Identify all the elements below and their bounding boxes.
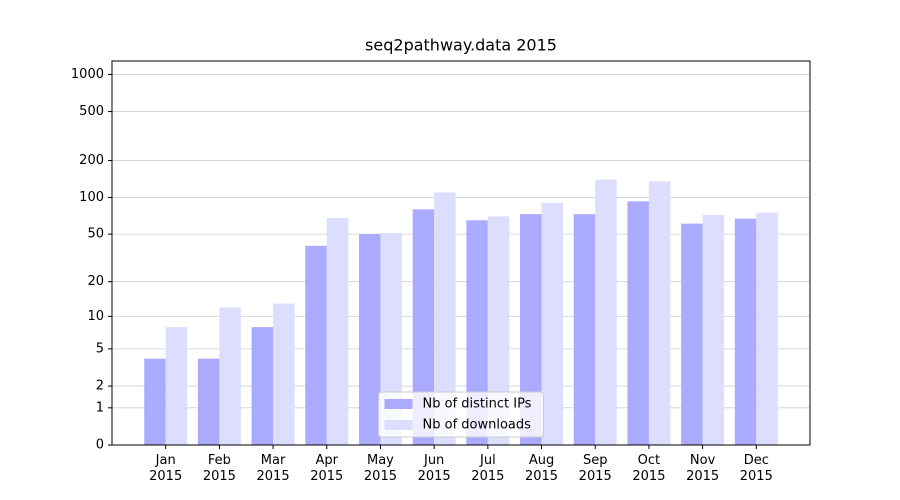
x-tick-label: Sep 2015 [578, 453, 612, 484]
legend: Nb of distinct IPs Nb of downloads [378, 391, 544, 438]
bar [273, 303, 295, 445]
x-tick-label: Oct 2015 [632, 453, 666, 484]
x-tick-label: Nov 2015 [686, 453, 720, 484]
x-tick-label: Aug 2015 [524, 453, 559, 484]
bar [144, 358, 166, 445]
bar [466, 220, 488, 445]
bar [165, 327, 188, 445]
bar [487, 216, 510, 445]
bar [595, 179, 617, 445]
bar [541, 203, 564, 445]
x-tick-label: Jan 2015 [149, 453, 183, 484]
bar [326, 217, 349, 445]
bar [412, 209, 435, 445]
x-tick-label: Dec 2015 [739, 453, 773, 484]
plot-frame [111, 60, 811, 446]
bar [305, 245, 327, 445]
bar [434, 192, 456, 445]
bar [197, 358, 220, 445]
x-tick-label: Feb 2015 [202, 453, 236, 484]
bar [627, 201, 649, 445]
y-tick-label: 1 [96, 400, 104, 415]
y-tick-label: 500 [79, 104, 104, 119]
x-tick-label: Jun 2015 [417, 453, 451, 484]
x-tick-label: May 2015 [363, 453, 397, 484]
y-tick-label: 200 [79, 153, 104, 168]
y-tick-label: 10 [87, 309, 104, 324]
legend-swatch [384, 399, 413, 409]
legend-swatch [384, 420, 413, 430]
bar [573, 214, 596, 445]
y-tick-label: 50 [87, 227, 104, 242]
y-tick-label: 100 [79, 190, 104, 205]
legend-label: Nb of downloads [423, 418, 532, 433]
y-tick-label: 1000 [71, 67, 104, 82]
legend-box [378, 391, 544, 438]
x-tick-label: Jul 2015 [471, 453, 505, 484]
chart-title: seq2pathway.data 2015 [365, 36, 557, 55]
legend-label: Nb of distinct IPs [423, 397, 532, 412]
y-tick-label: 2 [96, 379, 104, 394]
y-tick-label: 0 [96, 438, 104, 453]
bar [358, 234, 381, 445]
bar [734, 218, 757, 445]
bar [702, 214, 725, 445]
bar [681, 223, 703, 445]
x-tick-label: Apr 2015 [310, 453, 344, 484]
y-tick-label: 5 [96, 341, 104, 356]
y-tick-label: 20 [87, 274, 104, 289]
bar [520, 214, 542, 445]
bar [219, 307, 241, 445]
bar [648, 181, 671, 445]
bar [756, 212, 778, 445]
bar [251, 327, 274, 445]
x-tick-label: Mar 2015 [256, 453, 290, 484]
